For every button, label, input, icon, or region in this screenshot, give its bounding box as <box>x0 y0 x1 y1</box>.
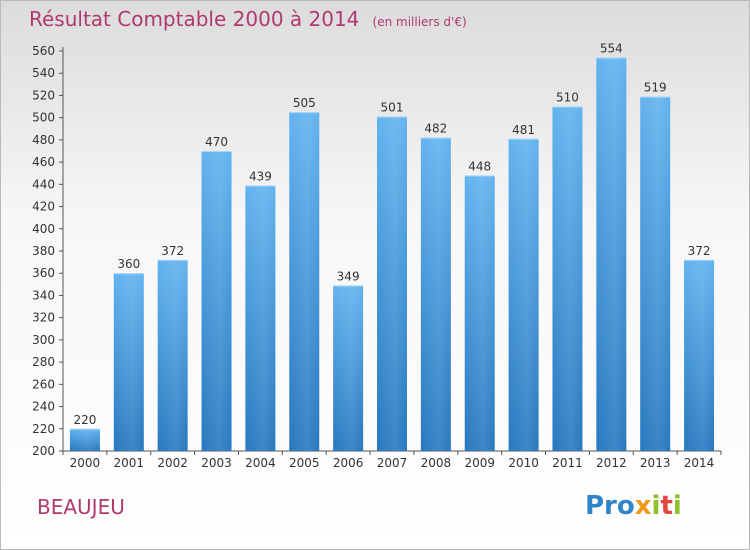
value-label-2001: 360 <box>117 257 140 271</box>
y-tick-label: 280 <box>32 355 55 369</box>
value-label-2002: 372 <box>161 244 184 258</box>
value-label-2009: 448 <box>468 159 491 173</box>
y-tick-label: 480 <box>32 133 55 147</box>
x-tick-label: 2013 <box>640 456 671 470</box>
bar-shine-2009 <box>464 175 495 451</box>
x-tick-label: 2002 <box>157 456 188 470</box>
bar-shine-2011 <box>552 106 583 452</box>
value-label-2004: 439 <box>249 169 272 183</box>
y-tick-label: 540 <box>32 66 55 80</box>
value-label-2013: 519 <box>644 81 667 95</box>
proxiti-logo: Proxiti <box>585 491 682 521</box>
value-label-2007: 501 <box>381 101 404 115</box>
logo-part-i2: i <box>672 491 682 521</box>
logo-part-x: x <box>634 491 652 521</box>
logo-part-t: t <box>660 491 673 521</box>
y-tick-label: 320 <box>32 311 55 325</box>
bar-shine-2012 <box>596 57 627 452</box>
bars <box>69 57 715 452</box>
x-tick-label: 2010 <box>508 456 539 470</box>
x-tick-label: 2011 <box>552 456 583 470</box>
value-labels: 220 360 372 470 439 505 349 501 482 448 481 510 554 5… <box>73 42 710 427</box>
x-tick-label: 2003 <box>201 456 232 470</box>
bar-shine-2014 <box>684 259 715 451</box>
x-tick-label: 2000 <box>70 456 101 470</box>
value-label-2010: 481 <box>512 123 535 137</box>
y-tick-label: 400 <box>32 222 55 236</box>
bar-shine-2001 <box>113 273 144 451</box>
value-label-2012: 554 <box>600 42 623 56</box>
x-tick-label: 2012 <box>596 456 627 470</box>
bar-shine-2007 <box>377 116 407 452</box>
y-tick-label: 260 <box>32 377 55 391</box>
y-tick-label: 200 <box>32 444 55 458</box>
value-label-2005: 505 <box>293 96 316 110</box>
bar-shine-2002 <box>157 259 188 451</box>
logo-part-pro: Pro <box>585 491 635 521</box>
y-tick-label: 360 <box>32 266 55 280</box>
bar-shine-2008 <box>420 137 451 451</box>
y-tick-label: 560 <box>32 44 55 58</box>
x-tick-label: 2009 <box>464 456 495 470</box>
y-tick-label: 240 <box>32 400 55 414</box>
logo-part-i: i <box>651 491 661 521</box>
bar-shine-2010 <box>508 138 539 451</box>
y-tick-label: 520 <box>32 88 55 102</box>
value-label-2000: 220 <box>73 413 96 427</box>
x-axis: 2000 2001 2002 2003 2004 2005 2006 2007 2008 2009… <box>62 450 722 470</box>
y-tick-label: 500 <box>32 111 55 125</box>
x-tick-label: 2004 <box>245 456 276 470</box>
y-tick-label: 340 <box>32 288 55 302</box>
x-tick-label: 2006 <box>333 456 364 470</box>
value-label-2014: 372 <box>688 244 711 258</box>
y-tick-label: 380 <box>32 244 55 258</box>
chart-title-block: Résultat Comptable 2000 à 2014 (en milli… <box>29 7 467 31</box>
chart-subtitle: (en milliers d'€) <box>372 15 467 29</box>
y-tick-label: 300 <box>32 333 55 347</box>
commune-name: BEAUJEU <box>37 495 125 519</box>
y-axis: 200 220 240 260 280 300 320 340 360 380 400 420 440 4… <box>32 44 64 458</box>
y-tick-label: 440 <box>32 177 55 191</box>
x-tick-label: 2008 <box>421 456 452 470</box>
x-tick-label: 2014 <box>684 456 715 470</box>
x-tick-label: 2007 <box>377 456 408 470</box>
bar-shine-2006 <box>333 285 364 451</box>
chart-title: Résultat Comptable 2000 à 2014 <box>29 7 360 31</box>
value-label-2008: 482 <box>424 122 447 136</box>
y-tick-label: 420 <box>32 200 55 214</box>
value-label-2011: 510 <box>556 91 579 105</box>
bar-shine-2005 <box>289 112 320 451</box>
value-label-2006: 349 <box>337 269 360 283</box>
bar-shine-2000 <box>69 428 100 451</box>
bar-shine-2003 <box>201 151 232 451</box>
bar-shine-2013 <box>640 96 671 452</box>
x-tick-label: 2001 <box>114 456 145 470</box>
y-tick-label: 220 <box>32 422 55 436</box>
y-tick-label: 460 <box>32 155 55 169</box>
bar-shine-2004 <box>245 185 276 451</box>
value-label-2003: 470 <box>205 135 228 149</box>
x-tick-label: 2005 <box>289 456 320 470</box>
